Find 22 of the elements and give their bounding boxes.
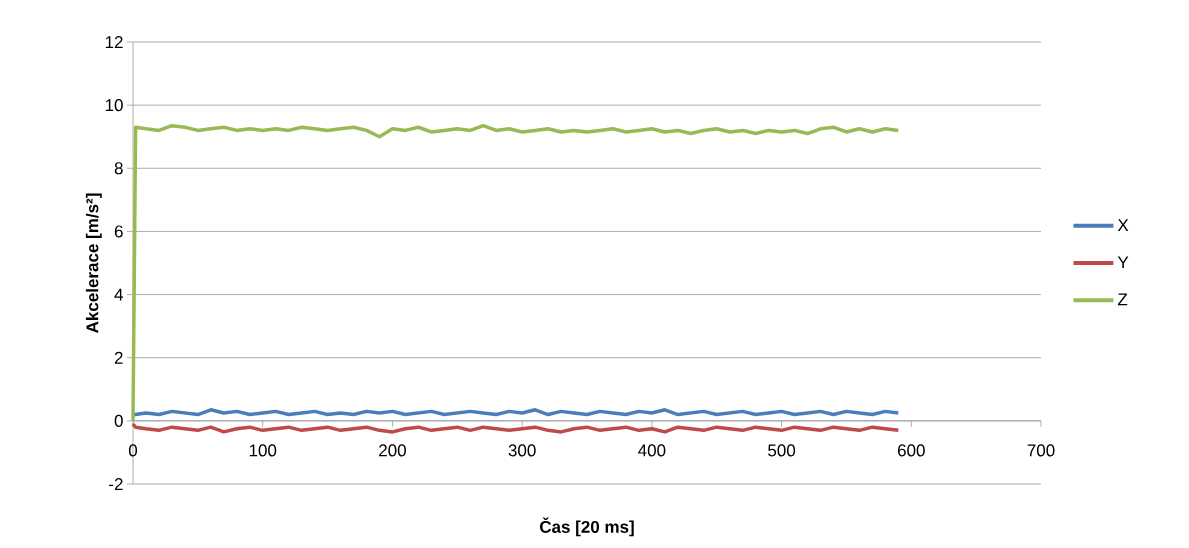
y-tick-label: 12 (105, 36, 123, 48)
line-series (131, 123, 901, 423)
y-tick-label: 8 (114, 162, 123, 175)
x-tick-label: 0 (128, 444, 138, 457)
y-tick-label: 0 (114, 414, 123, 427)
y-tick-label: 4 (114, 288, 123, 301)
y-tick-label: 2 (114, 351, 123, 364)
x-tick-label: 500 (768, 444, 796, 457)
x-tick-label: 300 (508, 444, 536, 457)
x-tick-label: 100 (249, 444, 277, 457)
y-axis-title: Akcelerace [m/s²] (85, 193, 102, 333)
x-axis-title: Čas [20 ms] (539, 517, 634, 537)
y-tick-label: 10 (105, 99, 123, 112)
legend-label: Y (1117, 256, 1129, 269)
x-tick-label: 700 (1027, 444, 1055, 457)
x-tick-label: 400 (638, 444, 666, 457)
y-tick-label: -2 (109, 478, 123, 490)
x-tick-label: 600 (897, 444, 925, 457)
x-tick-label: 200 (379, 444, 406, 457)
legend-label: X (1117, 219, 1129, 231)
legend-label: Z (1117, 293, 1128, 306)
y-tick-label: 6 (114, 225, 123, 238)
